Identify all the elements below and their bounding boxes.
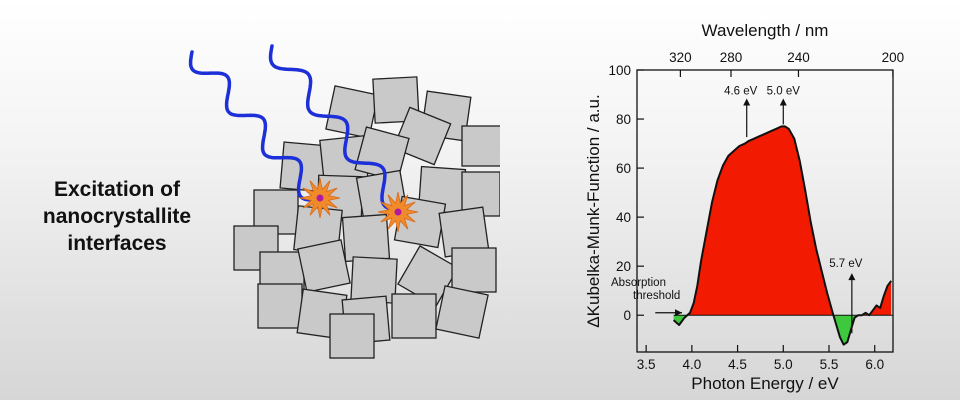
x-tick-label: 6.0 [865,357,884,372]
caption-line-2: nanocrystallite [42,205,192,228]
photon-wave [268,44,404,212]
positive-absorption-area [673,126,892,316]
spectrum-line [672,125,892,346]
nanocrystal-square [329,313,375,359]
y-tick-label: 60 [616,161,631,176]
caption-line-3: interfaces [67,232,167,255]
top-tick-label: 320 [669,50,692,65]
excitation-center [394,208,402,216]
annotation-arrow-head [779,98,787,106]
top-tick-label: 200 [882,50,905,65]
nanocrystal-square [257,283,303,329]
annotation-label-line: threshold [633,290,680,302]
annotation-label: 4.6 eV [724,86,758,98]
threshold-arrow-head [675,309,683,317]
top-tick-label: 280 [720,50,743,65]
x-tick-label: 5.0 [774,357,793,372]
annotation-label-line: Absorption [611,277,666,289]
y-axis-title: ΔKubelka-Munk-Function / a.u. [584,94,603,327]
x-tick-label: 3.5 [637,357,656,372]
top-tick-label: 240 [787,50,810,65]
excitation-center [316,194,324,202]
nanocrystal-square [435,285,489,339]
x-tick-label: 4.5 [728,357,747,372]
nanocrystal-square [461,125,500,167]
y-tick-label: 0 [623,308,631,323]
x-tick-label: 5.5 [820,357,839,372]
x-axis-title: Photon Energy / eV [691,374,839,393]
photon-wave [188,50,320,202]
annotation-arrow-head [848,273,856,281]
nanocrystal-square [451,247,497,293]
y-tick-label: 100 [608,63,631,78]
plot-frame [636,69,894,353]
top-axis-title: Wavelength / nm [702,21,829,40]
annotation-arrow-head [743,98,751,106]
y-tick-label: 20 [616,259,631,274]
nanocrystal-square [297,239,351,293]
caption-line-1: Excitation of [53,178,180,201]
annotation-label: 5.7 eV [829,258,863,270]
illustration-caption: Excitation of nanocrystallite interfaces [22,176,212,257]
y-tick-label: 40 [616,210,631,225]
x-tick-label: 4.0 [682,357,701,372]
y-tick-label: 80 [616,112,631,127]
annotation-label: 5.0 eV [767,86,801,98]
negative-absorption-area [673,315,859,345]
nanocrystal-square [233,225,279,271]
nanocrystal-illustration [188,44,500,359]
nanocrystal-square [392,106,452,166]
nanocrystal-square [391,293,437,339]
